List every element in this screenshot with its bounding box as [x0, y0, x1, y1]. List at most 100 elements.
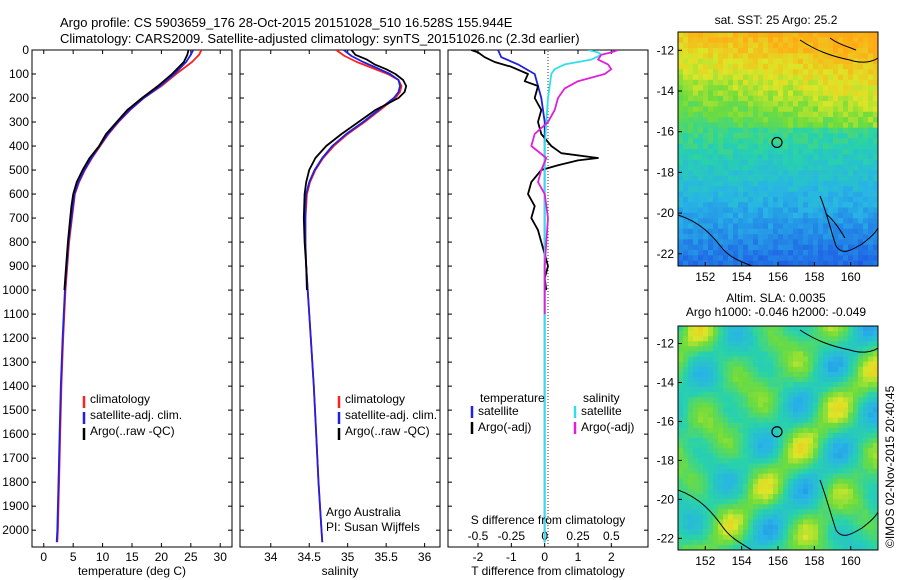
heatmap-cell [783, 212, 789, 219]
heatmap-cell [788, 228, 794, 235]
heatmap-cell [758, 432, 764, 439]
heatmap-cell [848, 524, 854, 530]
heatmap-cell [803, 473, 809, 480]
heatmap-cell [778, 427, 784, 434]
heatmap-cell [763, 260, 769, 266]
heatmap-cell [678, 207, 684, 214]
heatmap-cell [848, 458, 854, 464]
heatmap-cell [818, 42, 824, 49]
heatmap-cell [693, 202, 699, 208]
heatmap-cell [693, 154, 699, 160]
heatmap-cell [828, 514, 834, 520]
heatmap-cell [768, 422, 774, 429]
heatmap-cell [848, 106, 854, 113]
heatmap-cell [823, 529, 829, 536]
heatmap-cell [783, 164, 789, 171]
heatmap-cell [738, 473, 744, 480]
heatmap-cell [693, 159, 699, 166]
heatmap-cell [873, 154, 878, 160]
heatmap-cell [758, 392, 764, 398]
heatmap-cell [828, 427, 834, 434]
heatmap-cell [748, 111, 754, 118]
heatmap-cell [683, 376, 689, 383]
heatmap-cell [788, 346, 794, 352]
heatmap-cell [778, 478, 784, 485]
heatmap-cell [848, 361, 854, 368]
heatmap-cell [743, 519, 749, 525]
heatmap-cell [773, 326, 779, 332]
heatmap-cell [813, 544, 819, 550]
heatmap-cell [778, 514, 784, 520]
heatmap-cell [693, 63, 699, 70]
heatmap-cell [733, 85, 739, 91]
heatmap-cell [773, 488, 779, 495]
heatmap-cell [728, 170, 734, 176]
heatmap-cell [688, 212, 694, 219]
heatmap-cell [863, 473, 869, 480]
heatmap-cell [833, 524, 839, 530]
heatmap-cell [868, 366, 874, 373]
heatmap-cell [678, 376, 684, 383]
heatmap-cell [723, 228, 729, 235]
heatmap-cell [738, 341, 744, 347]
heatmap-cell [858, 478, 864, 485]
heatmap-cell [698, 376, 704, 383]
heatmap-cell [868, 371, 874, 378]
heatmap-cell [793, 186, 799, 192]
heatmap-cell [853, 504, 859, 510]
heatmap-cell [733, 397, 739, 403]
heatmap-cell [828, 539, 834, 546]
heatmap-cell [753, 111, 759, 118]
coastline-australia [678, 489, 753, 550]
heatmap-cell [698, 341, 704, 347]
heatmap-cell [733, 170, 739, 176]
heatmap-cell [723, 402, 729, 408]
heatmap-cell [808, 514, 814, 520]
heatmap-cell [683, 371, 689, 378]
heatmap-cell [808, 143, 814, 150]
heatmap-cell [813, 326, 819, 332]
heatmap-cell [683, 331, 689, 337]
heatmap-cell [808, 331, 814, 337]
heatmap-cell [743, 392, 749, 398]
heatmap-cell [763, 539, 769, 546]
heatmap-cell [783, 473, 789, 480]
heatmap-cell [723, 432, 729, 439]
heatmap-cell [763, 519, 769, 525]
heatmap-cell [688, 336, 694, 342]
heatmap-cell [698, 427, 704, 434]
heatmap-cell [718, 483, 724, 490]
heatmap-cell [748, 514, 754, 520]
heatmap-cell [863, 170, 869, 176]
heatmap-cell [758, 111, 764, 118]
heatmap-cell [733, 164, 739, 171]
heatmap-cell [858, 488, 864, 495]
heatmap-cell [833, 244, 839, 251]
heatmap-cell [788, 234, 794, 240]
heatmap-cell [863, 341, 869, 347]
heatmap-cell [858, 218, 864, 224]
heatmap-cell [798, 228, 804, 235]
heatmap-cell [758, 42, 764, 49]
heatmap-cell [818, 122, 824, 129]
heatmap-cell [793, 133, 799, 139]
heatmap-cell [868, 260, 874, 266]
heatmap-cell [738, 117, 744, 123]
heatmap-cell [698, 336, 704, 342]
heatmap-cell [838, 111, 844, 118]
heatmap-cell [758, 85, 764, 91]
heatmap-cell [778, 223, 784, 230]
x-tick-label: 20 [155, 550, 169, 564]
heatmap-cell [838, 47, 844, 54]
heatmap-cell [828, 202, 834, 208]
heatmap-cell [728, 223, 734, 230]
heatmap-cell [823, 402, 829, 408]
heatmap-cell [678, 133, 684, 139]
heatmap-cell [843, 63, 849, 70]
heatmap-cell [773, 58, 779, 65]
heatmap-cell [738, 90, 744, 97]
heatmap-cell [758, 164, 764, 171]
coastline-solomons [799, 39, 878, 63]
heatmap-cell [853, 32, 859, 38]
heatmap-cell [778, 37, 784, 43]
